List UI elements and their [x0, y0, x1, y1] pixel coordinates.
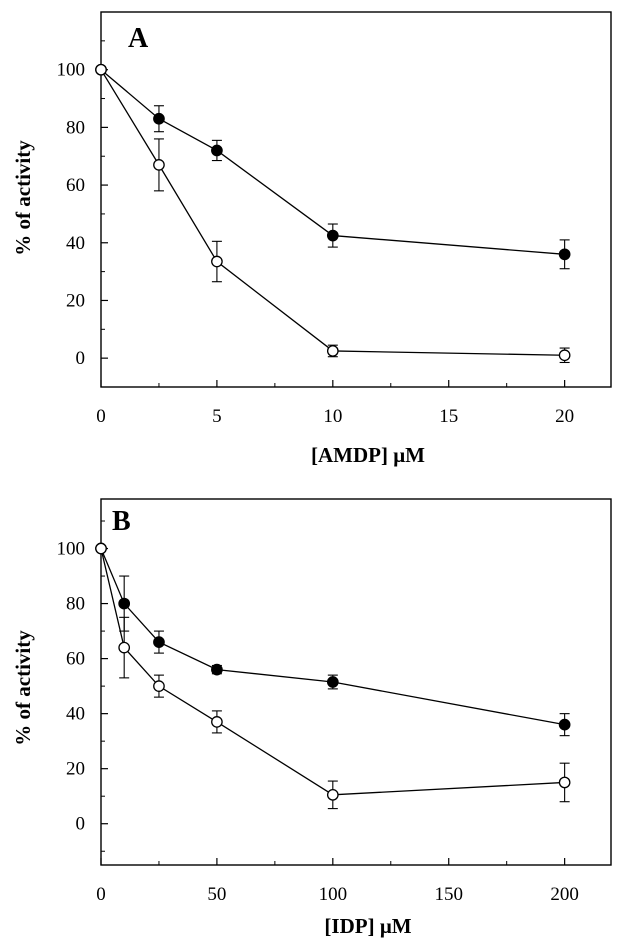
- panel-a: A [AMDP] μM % of activity 0 5 10 15 20 0 20 40 6…: [11, 11, 612, 467]
- panel-a-y-tick-label: 60: [66, 175, 85, 196]
- panel-b-y-tick-label: 80: [66, 594, 85, 615]
- panel-b-letter: B: [112, 506, 131, 537]
- panel-b-filled-series-point: [153, 636, 165, 648]
- panel-a-open-series-point: [211, 255, 223, 268]
- panel-b-filled-series-point: [326, 676, 339, 688]
- panel-b-filled-series-point: [558, 718, 571, 731]
- panel-b-open-series-line: [100, 548, 565, 796]
- panel-a-y-tick-label: 80: [66, 117, 85, 138]
- panel-a-open-series-point: [153, 159, 165, 171]
- panel-b-y-tick-label: 60: [66, 649, 85, 670]
- panel-b-open-series-point: [153, 680, 165, 692]
- panel-b-plot-frame: [100, 498, 612, 866]
- panel-b-open-series-point: [326, 788, 339, 801]
- panel-a-filled-series-point: [211, 144, 223, 157]
- panel-a-y-tick-label: 40: [66, 233, 85, 254]
- panel-a-y-tick-label: 100: [57, 60, 86, 81]
- panel-b: B [IDP] μM % of activity 0 50 100 150 200 0 20…: [11, 498, 612, 938]
- panel-a-x-tick-label: 10: [323, 406, 342, 427]
- panel-b-filled-series-point: [118, 597, 131, 610]
- panel-a-y-axis-title: % of activity: [11, 140, 35, 256]
- panel-b-open-series-point: [95, 542, 107, 555]
- panel-a-x-tick-label: 20: [555, 406, 574, 427]
- panel-b-x-tick-label: 50: [207, 884, 226, 905]
- panel-b-y-axis-title: % of activity: [11, 630, 35, 746]
- panel-b-x-axis-title: [IDP] μM: [324, 914, 411, 938]
- panel-a-open-series-line: [100, 69, 565, 356]
- panel-b-y-tick-label: 20: [66, 759, 85, 780]
- panel-b-open-series-point: [558, 776, 571, 789]
- panel-b-x-tick-label: 200: [550, 884, 579, 905]
- panel-a-filled-series-point: [153, 112, 165, 125]
- panel-a-y-tick-label: 0: [76, 348, 86, 369]
- panel-b-x-tick-label: 150: [434, 884, 463, 905]
- panel-a-open-series-point: [95, 63, 107, 76]
- panel-a-x-axis-title: [AMDP] μM: [311, 443, 425, 467]
- panel-b-filled-series-point: [211, 663, 223, 676]
- panel-b-y-tick-label: 100: [57, 539, 86, 560]
- panel-b-filled-series-line: [100, 548, 565, 726]
- panel-a-x-tick-label: 0: [96, 406, 106, 427]
- panel-a-filled-series-point: [326, 229, 339, 242]
- panel-a-y-tick-label: 20: [66, 290, 85, 311]
- panel-b-x-tick-label: 0: [96, 884, 106, 905]
- panel-a-open-series-point: [558, 349, 571, 362]
- panel-a-letter: A: [128, 23, 149, 54]
- panel-a-open-series-point: [326, 345, 339, 357]
- panel-b-open-series-point: [118, 641, 131, 654]
- panel-a-x-tick-label: 5: [212, 406, 222, 427]
- panel-b-y-tick-label: 40: [66, 704, 85, 725]
- panel-b-open-series-point: [211, 716, 223, 728]
- panel-a-x-tick-label: 15: [439, 406, 458, 427]
- panel-b-x-tick-label: 100: [319, 884, 348, 905]
- panel-a-filled-series-point: [558, 248, 571, 261]
- panel-a-plot-frame: [100, 11, 612, 388]
- panel-b-y-tick-label: 0: [76, 814, 86, 835]
